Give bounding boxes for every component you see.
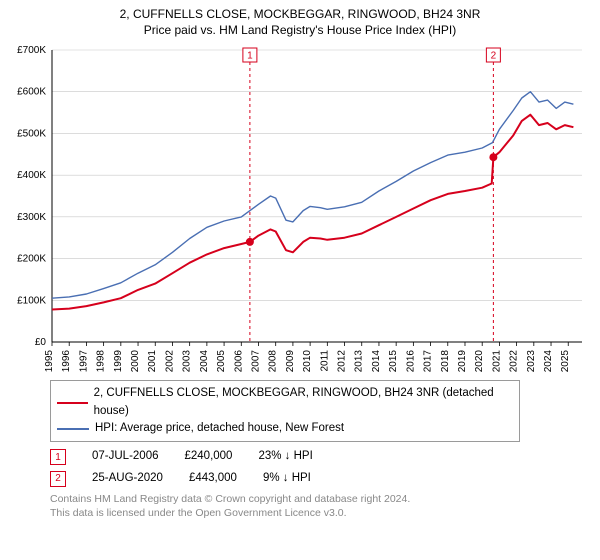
- svg-text:£0: £0: [35, 337, 47, 348]
- event-date-1: 07-JUL-2006: [92, 446, 158, 468]
- title-line-2: Price paid vs. HM Land Registry's House …: [8, 22, 592, 38]
- svg-text:2013: 2013: [354, 350, 365, 373]
- event-row-1: 1 07-JUL-2006 £240,000 23% ↓ HPI: [50, 446, 592, 468]
- credit-line-1: Contains HM Land Registry data © Crown c…: [50, 492, 592, 506]
- svg-text:1995: 1995: [44, 350, 55, 373]
- svg-text:1997: 1997: [78, 350, 89, 373]
- svg-text:2008: 2008: [268, 350, 279, 373]
- event-delta-1: 23% ↓ HPI: [258, 446, 312, 468]
- svg-text:2009: 2009: [285, 350, 296, 373]
- svg-text:2016: 2016: [405, 350, 416, 373]
- svg-text:2006: 2006: [233, 350, 244, 373]
- svg-text:2: 2: [491, 51, 497, 62]
- legend-label-1: 2, CUFFNELLS CLOSE, MOCKBEGGAR, RINGWOOD…: [94, 385, 513, 420]
- legend-swatch-1: [57, 402, 88, 404]
- svg-text:2012: 2012: [337, 350, 348, 373]
- svg-text:2018: 2018: [440, 350, 451, 373]
- svg-text:£500K: £500K: [17, 129, 46, 140]
- event-marker-2: 2: [50, 471, 66, 487]
- legend-label-2: HPI: Average price, detached house, New …: [95, 420, 344, 437]
- event-row-2: 2 25-AUG-2020 £443,000 9% ↓ HPI: [50, 468, 592, 490]
- chart-svg: £0 £100K £200K £300K £400K £500K £600K £700K 199…: [8, 44, 588, 374]
- price-chart: £0 £100K £200K £300K £400K £500K £600K £700K 199…: [8, 44, 592, 374]
- title-line-1: 2, CUFFNELLS CLOSE, MOCKBEGGAR, RINGWOOD…: [8, 6, 592, 22]
- svg-text:2002: 2002: [164, 350, 175, 373]
- event-date-2: 25-AUG-2020: [92, 468, 163, 490]
- svg-text:1998: 1998: [96, 350, 107, 373]
- legend-row-1: 2, CUFFNELLS CLOSE, MOCKBEGGAR, RINGWOOD…: [57, 385, 513, 420]
- legend-row-2: HPI: Average price, detached house, New …: [57, 420, 513, 437]
- svg-text:£100K: £100K: [17, 296, 46, 307]
- svg-text:£300K: £300K: [17, 212, 46, 223]
- svg-text:2010: 2010: [302, 350, 313, 373]
- svg-text:2014: 2014: [371, 350, 382, 373]
- legend-swatch-2: [57, 428, 89, 430]
- events-table: 1 07-JUL-2006 £240,000 23% ↓ HPI 2 25-AU…: [50, 446, 592, 490]
- chart-title: 2, CUFFNELLS CLOSE, MOCKBEGGAR, RINGWOOD…: [8, 6, 592, 38]
- event-marker-1: 1: [50, 449, 66, 465]
- svg-text:£400K: £400K: [17, 171, 46, 182]
- svg-text:2025: 2025: [560, 350, 571, 373]
- svg-text:2001: 2001: [147, 350, 158, 373]
- event-price-1: £240,000: [184, 446, 232, 468]
- credit: Contains HM Land Registry data © Crown c…: [50, 492, 592, 520]
- svg-text:2021: 2021: [491, 350, 502, 373]
- svg-text:2020: 2020: [474, 350, 485, 373]
- svg-text:2022: 2022: [509, 350, 520, 373]
- event-price-2: £443,000: [189, 468, 237, 490]
- svg-text:2024: 2024: [543, 350, 554, 373]
- svg-text:£700K: £700K: [17, 45, 46, 56]
- credit-line-2: This data is licensed under the Open Gov…: [50, 506, 592, 520]
- svg-text:£200K: £200K: [17, 254, 46, 265]
- svg-text:2011: 2011: [319, 350, 330, 372]
- legend: 2, CUFFNELLS CLOSE, MOCKBEGGAR, RINGWOOD…: [50, 380, 520, 442]
- svg-text:2007: 2007: [250, 350, 261, 373]
- svg-text:2017: 2017: [423, 350, 434, 373]
- svg-text:2023: 2023: [526, 350, 537, 373]
- svg-text:£600K: £600K: [17, 87, 46, 98]
- svg-text:2005: 2005: [216, 350, 227, 373]
- svg-text:2019: 2019: [457, 350, 468, 373]
- svg-text:1999: 1999: [113, 350, 124, 373]
- svg-text:2003: 2003: [182, 350, 193, 373]
- event-delta-2: 9% ↓ HPI: [263, 468, 311, 490]
- svg-text:2000: 2000: [130, 350, 141, 373]
- svg-text:2015: 2015: [388, 350, 399, 373]
- svg-text:2004: 2004: [199, 350, 210, 373]
- svg-text:1996: 1996: [61, 350, 72, 373]
- svg-text:1: 1: [247, 51, 253, 62]
